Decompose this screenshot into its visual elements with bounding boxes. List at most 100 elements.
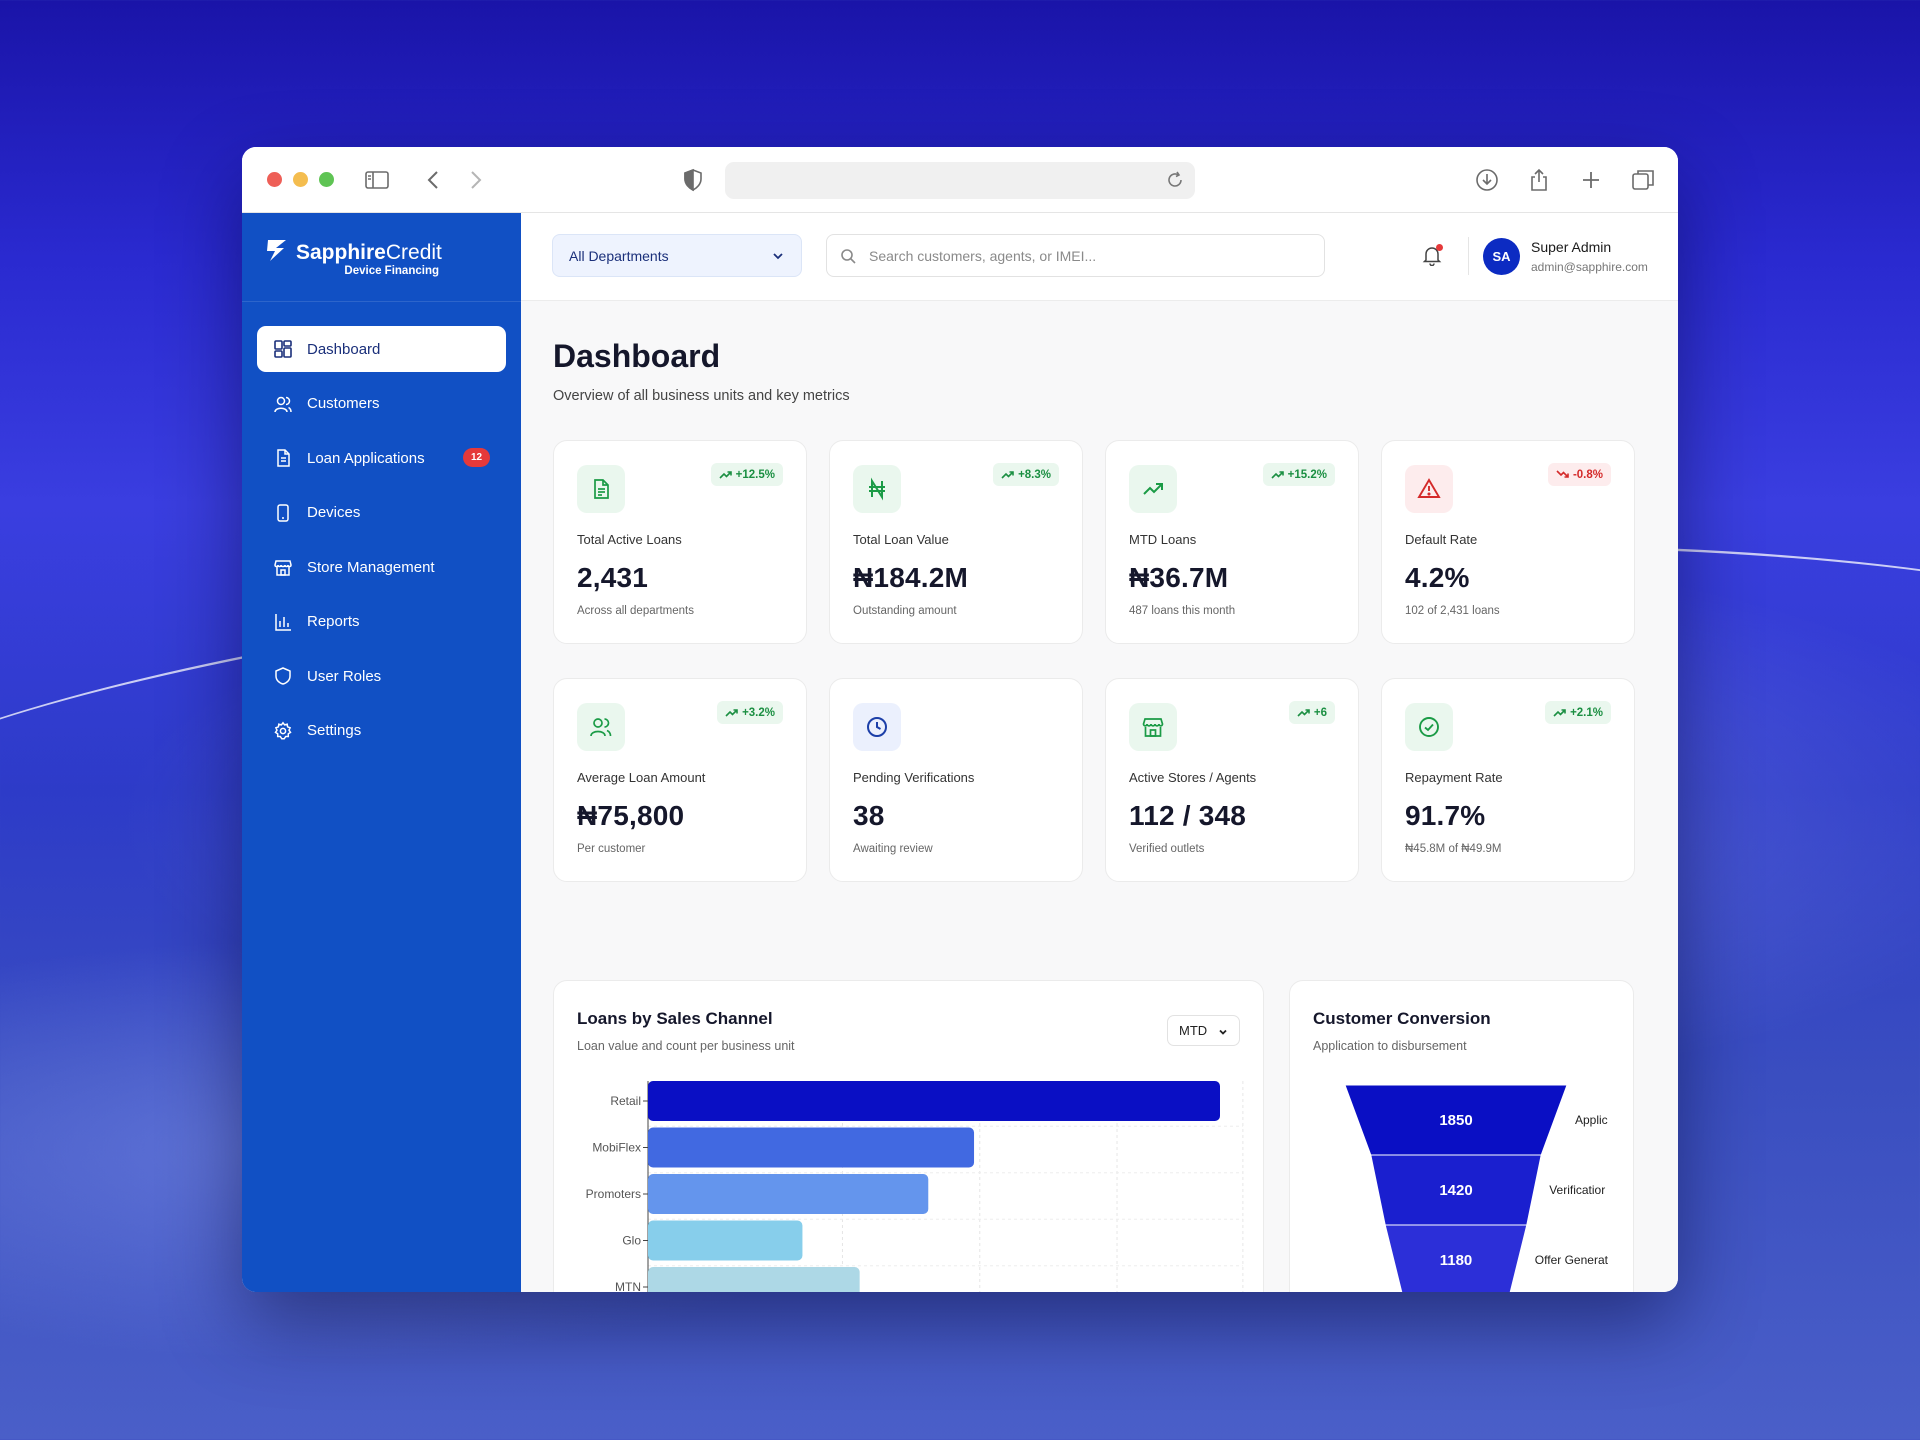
period-select[interactable]: MTD	[1167, 1015, 1240, 1046]
trend-value: -0.8%	[1572, 468, 1603, 481]
metric-card[interactable]: -0.8% Default Rate 4.2% 102 of 2,431 loa…	[1381, 440, 1635, 644]
users-icon	[273, 394, 293, 414]
forward-icon[interactable]	[462, 167, 488, 193]
clock-icon	[853, 703, 901, 751]
share-icon[interactable]	[1526, 167, 1552, 193]
conversion-funnel-chart: 1850 Applic 1420 Verificatior 1180 Offer Gene…	[1344, 1084, 1609, 1292]
metric-card[interactable]: +8.3% Total Loan Value ₦184.2M Outstandi…	[829, 440, 1083, 644]
metric-value: 112 / 348	[1129, 800, 1247, 831]
notifications-bell-icon[interactable]	[1421, 244, 1443, 267]
metric-label: Total Loan Value	[853, 532, 949, 547]
trend-up-icon	[1297, 709, 1310, 717]
metric-card[interactable]: +3.2% Average Loan Amount ₦75,800 Per cu…	[553, 678, 807, 882]
sidebar-item-label: User Roles	[307, 667, 382, 685]
bar[interactable]	[648, 1081, 1220, 1121]
metric-card[interactable]: +6 Active Stores / Agents 112 / 348 Veri…	[1105, 678, 1359, 882]
naira-icon	[853, 465, 901, 513]
sidebar-item-label: Reports	[307, 613, 360, 630]
y-tick-label: Promoters	[586, 1187, 641, 1201]
users-icon	[577, 703, 625, 751]
back-icon[interactable]	[421, 167, 447, 193]
sidebar-toggle-icon[interactable]	[364, 167, 390, 193]
sidebar-item-dashboard[interactable]: Dashboard	[257, 326, 506, 372]
metric-label: MTD Loans	[1129, 532, 1197, 547]
metric-card[interactable]: Pending Verifications 38 Awaiting review	[829, 678, 1083, 882]
sidebar-item-label: Settings	[307, 722, 362, 739]
sidebar-item-loan-applications[interactable]: Loan Applications 12	[257, 435, 506, 481]
user-name: Super Admin	[1531, 239, 1612, 255]
gear-icon	[273, 721, 293, 741]
department-select[interactable]: All Departments	[552, 234, 802, 277]
metric-value: ₦184.2M	[853, 562, 969, 593]
store-icon	[273, 557, 293, 577]
page-title: Dashboard	[553, 338, 721, 374]
trend-value: +3.2%	[742, 706, 775, 719]
divider	[1468, 237, 1469, 275]
avatar[interactable]: SA	[1483, 238, 1520, 275]
sidebar-item-label: Customers	[307, 395, 380, 412]
app: SapphireCredit Device Financing Dashboar…	[242, 213, 1678, 1292]
metric-note: 102 of 2,431 loans	[1405, 605, 1500, 617]
privacy-shield-icon[interactable]	[680, 167, 706, 193]
address-bar[interactable]	[725, 162, 1195, 199]
sidebar-item-devices[interactable]: Devices	[257, 490, 506, 536]
sidebar-item-customers[interactable]: Customers	[257, 381, 506, 427]
close-window-button[interactable]	[267, 172, 282, 187]
metric-note: Across all departments	[577, 605, 694, 617]
metric-card[interactable]: +2.1% Repayment Rate 91.7% ₦45.8M of ₦49…	[1381, 678, 1635, 882]
bar[interactable]	[648, 1174, 929, 1214]
bar[interactable]	[648, 1267, 860, 1292]
tabs-overview-icon[interactable]	[1630, 167, 1656, 193]
sidebar-nav: Dashboard Customers Loan Applications 12…	[242, 302, 521, 754]
trend-up-icon	[1271, 471, 1284, 479]
zoom-window-button[interactable]	[319, 172, 334, 187]
minimize-window-button[interactable]	[293, 172, 308, 187]
sidebar-item-label: Devices	[307, 504, 361, 521]
metric-value: 91.7%	[1405, 800, 1486, 831]
new-tab-icon[interactable]	[1578, 167, 1604, 193]
panel-subtitle: Loan value and count per business unit	[577, 1039, 795, 1053]
user-email: admin@sapphire.com	[1531, 260, 1648, 274]
document-icon	[577, 465, 625, 513]
phone-icon	[273, 503, 293, 523]
metric-note: Per customer	[577, 843, 646, 855]
download-icon[interactable]	[1474, 167, 1500, 193]
search-input[interactable]	[869, 245, 1299, 267]
funnel-stage-label: Applic	[1575, 1113, 1608, 1127]
trend-badge: +2.1%	[1545, 701, 1611, 724]
brand-subtitle: Device Financing	[344, 265, 439, 277]
brand: SapphireCredit Device Financing	[242, 213, 521, 302]
funnel-stage-label: Verificatior	[1549, 1183, 1605, 1197]
bar-chart-icon	[273, 612, 293, 632]
file-icon	[273, 448, 293, 468]
bar[interactable]	[648, 1220, 803, 1261]
trend-down-icon	[1556, 470, 1569, 478]
sidebar-item-user-roles[interactable]: User Roles	[257, 653, 506, 699]
search-box	[826, 234, 1325, 277]
metric-card[interactable]: +15.2% MTD Loans ₦36.7M 487 loans this m…	[1105, 440, 1359, 644]
metric-card[interactable]: +12.5% Total Active Loans 2,431 Across a…	[553, 440, 807, 644]
grid-icon	[273, 339, 293, 359]
sidebar-item-label: Dashboard	[307, 340, 381, 358]
reload-icon[interactable]	[1165, 170, 1185, 190]
sidebar-item-label: Store Management	[307, 558, 435, 576]
panel-title: Customer Conversion	[1313, 1009, 1491, 1028]
metric-label: Total Active Loans	[577, 532, 682, 547]
sidebar-item-settings[interactable]: Settings	[257, 708, 506, 754]
metric-label: Active Stores / Agents	[1129, 770, 1257, 785]
funnel-value: 1850	[1439, 1112, 1472, 1129]
bar[interactable]	[648, 1127, 975, 1168]
sidebar-item-reports[interactable]: Reports	[257, 599, 506, 645]
trend-badge: -0.8%	[1547, 463, 1611, 486]
metric-label: Average Loan Amount	[577, 770, 706, 785]
metric-note: 487 loans this month	[1129, 605, 1236, 617]
trend-up-icon	[1001, 471, 1014, 479]
funnel-segment[interactable]	[1384, 1224, 1528, 1292]
trend-up-icon	[725, 709, 738, 717]
trend-badge: +15.2%	[1262, 463, 1335, 486]
window-controls	[267, 172, 334, 187]
metric-label: Repayment Rate	[1405, 770, 1503, 785]
sidebar-item-store-management[interactable]: Store Management	[257, 544, 506, 590]
browser-window: SapphireCredit Device Financing Dashboar…	[242, 147, 1678, 1292]
